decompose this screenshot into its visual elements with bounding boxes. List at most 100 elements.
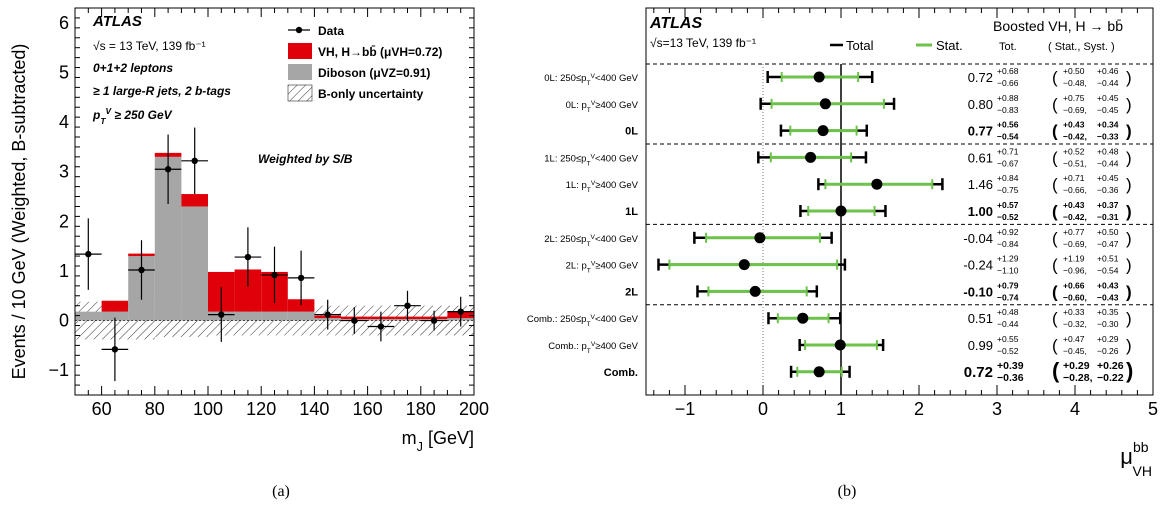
energy-label-a: √s = 13 TeV, 139 fb⁻¹: [93, 39, 206, 53]
legend-diboson-label: Diboson (μVZ=0.91): [318, 66, 430, 80]
paren-left: (: [1052, 282, 1058, 301]
mu-row: 0L: 250≤pTV<400 GeV 0.72 +0.68 −0.66 (+0.50 −…: [544, 66, 1131, 88]
mu-value: -0.24: [963, 258, 993, 273]
tot-up: +0.55: [997, 334, 1019, 344]
x-tick-label: 1: [836, 399, 846, 419]
mu-value: 0.72: [968, 70, 993, 85]
tot-dn: −0.36: [997, 372, 1024, 384]
x-axis-label-b: μbb VH: [1120, 439, 1152, 479]
stat-up: +0.33: [1063, 307, 1085, 317]
mu-point: [813, 366, 825, 378]
paren-right: ): [1126, 202, 1132, 221]
syst-up: +0.48: [1097, 146, 1119, 156]
col-header-statsyst: ( Stat., Syst. ): [1048, 41, 1115, 53]
row-label: 0L: [625, 126, 638, 138]
row-label: 0L: 250≤pTV<400 GeV: [544, 73, 638, 87]
tot-dn: −0.52: [997, 212, 1019, 222]
paren-right: ): [1126, 175, 1132, 194]
jets-label: ≥ 1 large-R jets, 2 b-tags: [93, 84, 231, 98]
x-tick-label: 2: [914, 399, 924, 419]
syst-dn: −0.54: [1097, 266, 1119, 276]
y-tick-label: 3: [59, 162, 69, 182]
mu-row: 1L: pTV≥400 GeV 1.46 +0.84 −0.75 (+0.71 −0.66…: [566, 173, 1132, 195]
stat-up: +0.47: [1063, 334, 1085, 344]
stat-dn: −0.66,: [1063, 185, 1087, 195]
diboson-bar: [287, 311, 315, 321]
mu-row: 0L: pTV≥400 GeV 0.80 +0.88 −0.83 (+0.75 −0.69…: [566, 93, 1132, 115]
syst-up: +0.45: [1097, 93, 1119, 103]
panel-b: 0L: 250≤pTV<400 GeV 0.72 +0.68−0.66(+0.50−…: [527, 7, 1158, 500]
mu-point: [738, 259, 750, 271]
x-tick-label: 4: [1070, 399, 1080, 419]
x-tick-label: 180: [406, 399, 436, 419]
y-tick-label: 2: [59, 211, 69, 231]
data-point: [430, 317, 438, 324]
y-tick-label: 0: [59, 311, 69, 331]
data-point: [324, 311, 331, 318]
row-label: Comb.: pTV≥400 GeV: [548, 341, 638, 355]
x-axis-label-a: mJ [GeV]: [402, 428, 474, 454]
tot-up: +0.68: [997, 66, 1019, 76]
stat-dn: −0.42,: [1063, 132, 1087, 142]
y-tick-label: 4: [59, 112, 69, 132]
row-label: 1L: 250≤pTV<400 GeV: [544, 153, 638, 167]
mu-value: 0.99: [968, 338, 993, 353]
paren-right: ): [1126, 336, 1132, 355]
paren-left: (: [1052, 148, 1058, 167]
mu-point: [754, 232, 766, 244]
mu-row: 1L: 250≤pTV<400 GeV 0.61 +0.71 −0.67 (+0.52 −…: [544, 146, 1131, 168]
caption-a: (a): [272, 483, 290, 500]
legend-total-label: Total: [846, 38, 874, 53]
mu-value: 1.00: [968, 204, 993, 219]
mu-point: [871, 178, 883, 190]
diboson-bar: [234, 311, 262, 321]
syst-up: +0.51: [1097, 254, 1119, 264]
stat-up: +0.75: [1063, 93, 1085, 103]
mu-point: [805, 151, 817, 163]
stat-dn: −0.96,: [1063, 266, 1087, 276]
syst-dn: −0.26: [1097, 346, 1119, 356]
mu-row: 2L: 250≤pTV<400 GeV -0.04 +0.92 −0.84 (+0.77…: [544, 227, 1131, 249]
tot-up: +0.39: [997, 360, 1024, 372]
y-axis-label-a: Events / 10 GeV (Weighted, B-subtracted): [9, 44, 29, 380]
syst-up: +0.34: [1097, 120, 1119, 130]
mu-rows: 0L: 250≤pTV<400 GeV 0.72 +0.68−0.66(+0.50−…: [527, 63, 1153, 395]
tot-up: +0.57: [997, 200, 1019, 210]
stat-dn: −0.60,: [1063, 292, 1087, 302]
syst-up: +0.29: [1097, 334, 1119, 344]
syst-up: +0.46: [1097, 66, 1119, 76]
tot-dn: −0.84: [997, 239, 1019, 249]
caption-b: (b): [838, 483, 857, 500]
data-point: [218, 311, 225, 318]
legend-vh-swatch: [288, 43, 312, 59]
data-point: [404, 302, 411, 309]
analysis-label: Boosted VH, H → bb̄: [993, 18, 1123, 34]
mu-row: 2L -0.10 +0.79 −0.74 (+0.66 −0.60, +0.43 −0.43): [625, 280, 1132, 302]
mu-value: 0.51: [968, 311, 993, 326]
tot-up: +0.92: [997, 227, 1019, 237]
mu-row: Comb. 0.72 +0.39−0.36 (+0.29−0.28, +0.26−0.2…: [604, 358, 1134, 384]
paren-right: ): [1126, 282, 1132, 301]
stat-dn: −0.28,: [1063, 372, 1093, 384]
mu-value: -0.10: [963, 284, 993, 299]
atlas-label-a: ATLAS: [92, 13, 142, 30]
stat-up: +0.43: [1063, 120, 1085, 130]
y-tick-label: 6: [59, 13, 69, 33]
diboson-bar: [261, 311, 288, 321]
atlas-label-b: ATLAS: [649, 15, 702, 32]
stat-up: +0.77: [1063, 227, 1085, 237]
mu-row: Comb.: 250≤pTV<400 GeV 0.51 +0.48 −0.44 (+0.…: [527, 307, 1132, 329]
stat-dn: −0.32,: [1063, 319, 1087, 329]
mu-row: 0L 0.77 +0.56 −0.54 (+0.43 −0.42, +0.34 −0.33): [625, 120, 1132, 142]
mu-value: 0.72: [964, 364, 993, 381]
stat-up: +0.43: [1063, 200, 1085, 210]
tot-up: +1.29: [997, 254, 1019, 264]
x-tick-label: −1: [675, 399, 696, 419]
row-label: 0L: pTV≥400 GeV: [566, 99, 639, 113]
paren-left: (: [1052, 95, 1058, 114]
stat-dn: −0.48,: [1063, 78, 1087, 88]
x-tick-label: 160: [353, 399, 383, 419]
x-tick-label: 3: [992, 399, 1002, 419]
paren-left: (: [1052, 122, 1058, 141]
legend-data-label: Data: [318, 24, 344, 38]
